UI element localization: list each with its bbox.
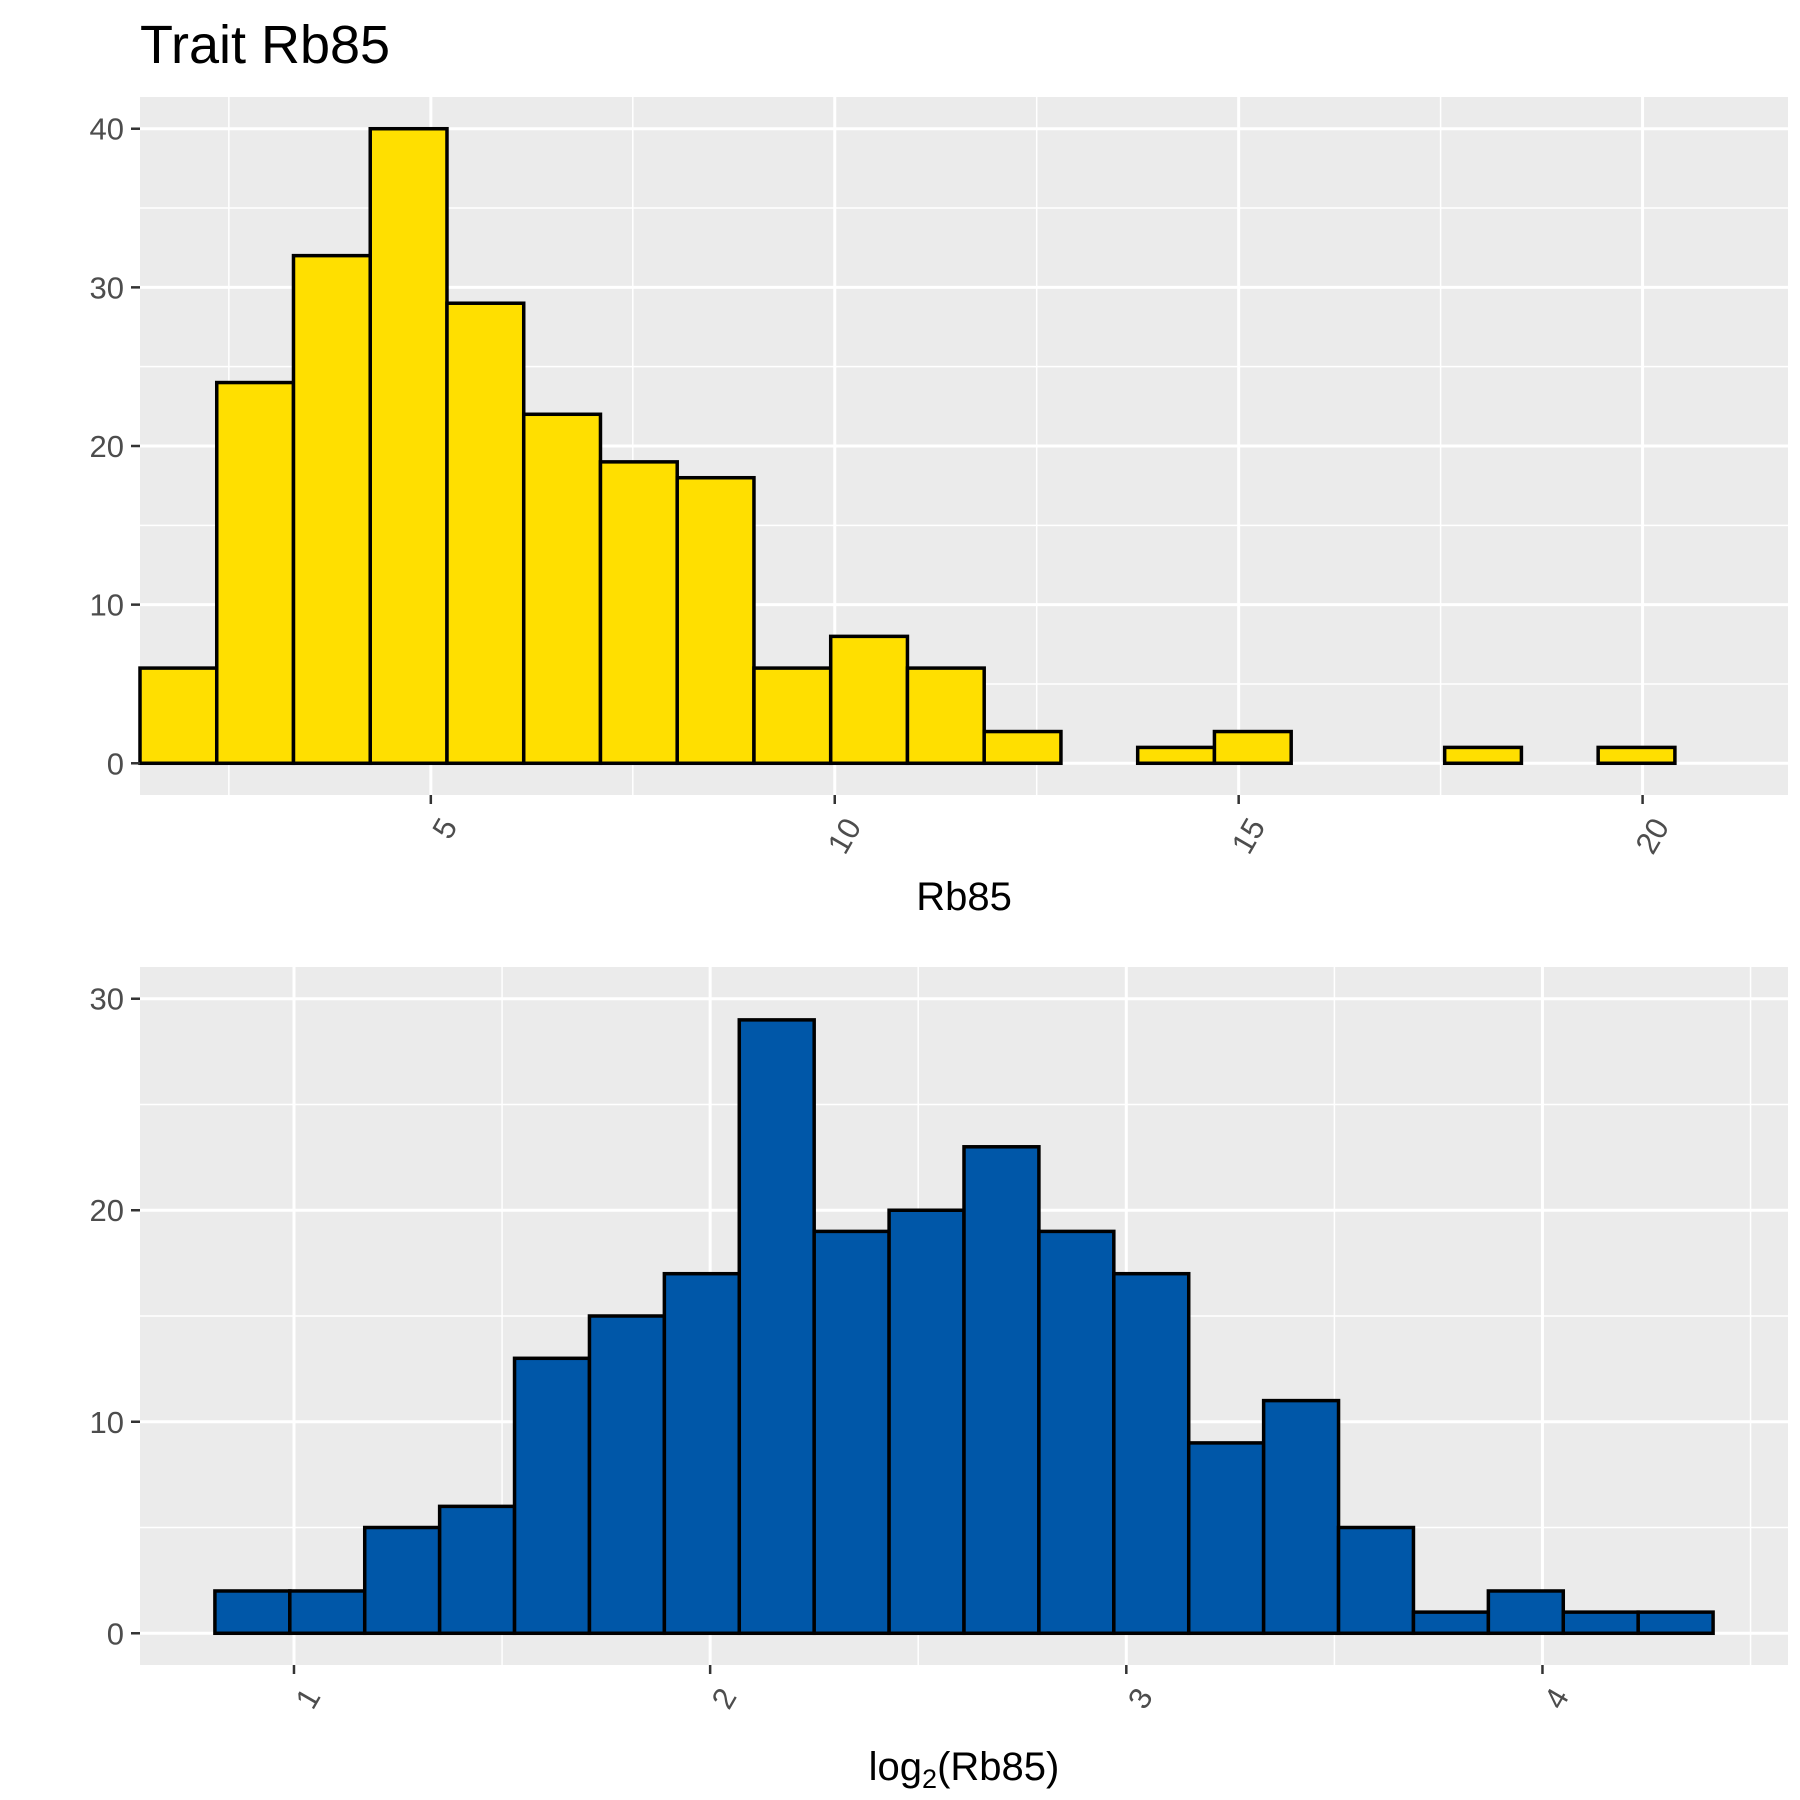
bottom-y-tick-label: 20 — [90, 1193, 124, 1228]
bottom-y-tick-label: 10 — [90, 1405, 124, 1440]
top-histogram-bar — [598, 460, 679, 766]
top-histogram-bar — [752, 666, 833, 766]
top-histogram-bar — [1212, 729, 1293, 766]
bottom-histogram-bar — [362, 1525, 442, 1636]
top-y-tick-label: 0 — [107, 746, 124, 781]
top-y-axis: 0 10 20 30 40 — [90, 112, 140, 781]
bottom-x-axis-label: log2(Rb85) — [869, 1745, 1060, 1794]
top-x-axis: 5 10 15 20 — [425, 795, 1676, 860]
bottom-x-tick-label: 2 — [705, 1682, 744, 1714]
top-histogram-bar — [828, 634, 910, 766]
bottom-x-tick-label: 3 — [1121, 1682, 1160, 1714]
top-histogram-bar — [368, 126, 449, 766]
bottom-x-axis-label-subscript: 2 — [922, 1764, 937, 1794]
top-histogram-bar — [1596, 745, 1677, 766]
top-histogram-bar — [675, 475, 756, 766]
bottom-histogram-bar — [662, 1271, 742, 1636]
top-histogram-bar — [521, 412, 603, 766]
bottom-histogram-bar — [962, 1145, 1041, 1636]
bottom-histogram-bar — [1336, 1525, 1416, 1636]
top-histogram-bar — [291, 253, 372, 766]
top-x-axis-label: Rb85 — [916, 875, 1012, 919]
top-histogram: 0 10 20 30 40 5 10 15 20 Rb85 — [90, 97, 1788, 919]
top-histogram-bar — [445, 301, 526, 766]
top-y-tick-label: 30 — [90, 270, 124, 305]
bottom-bars — [213, 1018, 1715, 1636]
top-x-tick-label: 5 — [425, 812, 464, 844]
bottom-histogram-bar — [1037, 1229, 1116, 1636]
bottom-histogram-bar — [1561, 1610, 1640, 1636]
bottom-y-tick-label: 0 — [107, 1616, 124, 1651]
bottom-x-axis: 1 2 3 4 — [289, 1665, 1576, 1715]
top-y-tick-label: 20 — [90, 429, 124, 464]
top-histogram-bar — [1442, 745, 1524, 766]
bottom-y-axis: 0 10 20 30 — [90, 982, 140, 1651]
bottom-histogram-bar — [1486, 1589, 1566, 1636]
bottom-x-axis-label-suffix: (Rb85) — [937, 1745, 1059, 1789]
bottom-x-tick-label: 4 — [1537, 1682, 1576, 1714]
bottom-histogram-bar — [812, 1229, 891, 1636]
bottom-histogram-bar — [587, 1314, 667, 1636]
top-x-tick-label: 20 — [1629, 812, 1677, 859]
top-y-tick-label: 40 — [90, 112, 124, 147]
bottom-x-axis-label-base: log — [869, 1745, 922, 1789]
bottom-histogram-bar — [213, 1589, 292, 1636]
top-histogram-bar — [982, 729, 1063, 766]
bottom-histogram-bar — [887, 1208, 966, 1636]
bottom-histogram-bar — [1186, 1441, 1266, 1636]
bottom-histogram-bar — [288, 1589, 367, 1636]
bottom-histogram-bar — [1636, 1610, 1715, 1636]
bottom-histogram-bar — [1261, 1398, 1341, 1636]
chart-title: Trait Rb85 — [140, 15, 390, 75]
bottom-x-tick-label: 1 — [289, 1682, 328, 1714]
top-histogram-bar — [1135, 745, 1217, 766]
top-histogram-bar — [138, 666, 219, 766]
bottom-histogram-bar — [1112, 1271, 1191, 1636]
top-y-tick-label: 10 — [90, 588, 124, 623]
top-histogram-bar — [214, 380, 296, 766]
bottom-histogram-bar — [737, 1018, 816, 1636]
bottom-histogram-bar — [437, 1504, 517, 1636]
top-x-tick-label: 15 — [1225, 812, 1273, 859]
top-bars — [138, 126, 1677, 766]
top-histogram-bar — [905, 666, 986, 766]
bottom-histogram-bar — [512, 1356, 592, 1636]
bottom-histogram-bar — [1411, 1610, 1491, 1636]
top-x-tick-label: 10 — [821, 812, 869, 859]
bottom-y-tick-label: 30 — [90, 982, 124, 1017]
